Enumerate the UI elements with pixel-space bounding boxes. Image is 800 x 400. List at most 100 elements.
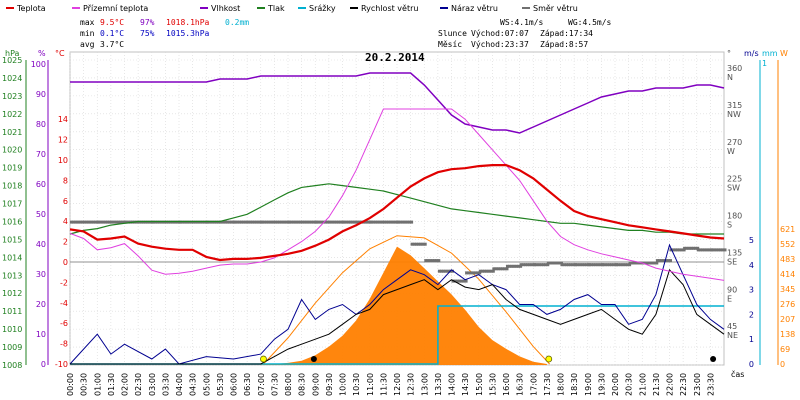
series-direction-point — [230, 220, 234, 224]
temperature-tick-label: -10 — [55, 360, 68, 369]
series-gust — [69, 243, 725, 365]
series-direction-point — [235, 220, 239, 224]
pressure-tick-label: 1022 — [2, 110, 22, 119]
series-direction-point — [630, 261, 634, 265]
series-direction-point — [437, 259, 441, 263]
series-direction-point — [371, 220, 375, 224]
series-direction-point — [666, 259, 670, 263]
direction-compass-label: SW — [727, 184, 740, 193]
series-direction-point — [298, 220, 302, 224]
temperature-tick-label: -4 — [60, 299, 68, 308]
series-direction-point — [512, 264, 516, 268]
series-direction-point — [594, 263, 598, 267]
series-direction-point — [537, 263, 541, 267]
series-direction-point — [508, 264, 512, 268]
temperature-tick-label: 0 — [63, 258, 68, 267]
solar-tick-label: 552 — [780, 240, 795, 249]
series-direction-point — [315, 220, 319, 224]
legend-label: Tlak — [267, 4, 285, 13]
series-direction-point — [455, 279, 459, 283]
x-tick-label: 20:00 — [611, 373, 620, 396]
legend-label: Srážky — [309, 4, 336, 13]
series-direction-point — [723, 248, 727, 252]
stats-min-humidity: 75% — [140, 29, 155, 38]
x-tick-label: 02:00 — [121, 373, 130, 396]
direction-tick-label: 270 — [727, 138, 742, 147]
pressure-tick-label: 1016 — [2, 217, 22, 226]
series-direction-point — [628, 261, 632, 265]
stats-max-humidity: 97% — [140, 18, 155, 27]
stats-min-pressure: 1015.3hPa — [166, 29, 210, 38]
series-direction-point — [487, 269, 491, 273]
series-direction-point — [397, 220, 400, 224]
x-tick-label: 22:00 — [666, 373, 675, 396]
series-direction-point — [324, 220, 327, 224]
series-direction-point — [334, 220, 338, 224]
x-tick-label: 23:00 — [693, 373, 702, 396]
series-direction-point — [393, 220, 397, 224]
series-direction-point — [312, 220, 315, 224]
series-direction-point — [533, 263, 537, 267]
humidity-unit: % — [38, 49, 46, 58]
series-direction-point — [648, 261, 652, 265]
series-direction-point — [585, 263, 588, 267]
rain-unit: mm — [762, 49, 778, 58]
series-direction-point — [519, 264, 523, 268]
series-direction-point — [410, 242, 414, 246]
series-direction-point — [642, 261, 646, 265]
series-direction-point — [351, 220, 355, 224]
temperature-tick-label: 14 — [58, 115, 68, 124]
series-direction-point — [321, 220, 325, 224]
series-direction-point — [99, 220, 103, 224]
x-tick-label: 17:00 — [529, 373, 538, 396]
series-direction-point — [569, 263, 573, 267]
direction-compass-label: S — [727, 221, 732, 230]
temperature-tick-label: 2 — [63, 238, 68, 247]
solar-tick-label: 483 — [780, 255, 795, 264]
series-direction-point — [628, 263, 632, 267]
series-direction-point — [464, 279, 468, 283]
series-direction-point — [696, 248, 700, 252]
series-direction-point — [653, 261, 657, 265]
direction-tick-label: 45 — [727, 322, 737, 331]
humidity-tick-label: 70 — [36, 150, 46, 159]
series-direction-point — [374, 220, 378, 224]
series-direction-point — [83, 220, 87, 224]
series-direction-point — [669, 259, 672, 263]
temperature-tick-label: -2 — [60, 278, 68, 287]
wind-tick-label: 5 — [749, 236, 754, 245]
stats-min-label: min — [80, 29, 95, 38]
humidity-tick-label: 10 — [36, 330, 46, 339]
series-direction-point — [521, 263, 525, 267]
temperature-tick-label: 4 — [63, 217, 68, 226]
series-direction-point — [605, 263, 609, 267]
series-direction-point — [260, 220, 264, 224]
series-direction-point — [460, 279, 464, 283]
moonrise-marker — [710, 356, 717, 362]
series-direction-point — [714, 248, 718, 252]
series-direction-point — [421, 242, 425, 246]
wind-speed-info: WS:4.1m/s — [500, 18, 544, 27]
series-direction-point — [669, 248, 673, 252]
series-direction-point — [453, 279, 457, 283]
stats-max-temp: 9.5°C — [100, 18, 124, 27]
series-direction-point — [516, 264, 520, 268]
moon-rise: Východ:23:37 — [471, 40, 529, 49]
series-direction-point — [233, 220, 237, 224]
series-direction-point — [557, 261, 561, 265]
x-tick-label: 05:00 — [202, 373, 211, 396]
series-direction-point — [646, 261, 650, 265]
series-direction-point — [433, 259, 436, 263]
series-direction-point — [225, 220, 229, 224]
pressure-tick-label: 1023 — [2, 92, 22, 101]
series-solar — [260, 246, 547, 365]
series-direction-point — [305, 220, 309, 224]
series-direction-point — [510, 264, 514, 268]
series-direction-point — [228, 220, 232, 224]
series-direction-point — [435, 259, 439, 263]
x-tick-label: 04:30 — [189, 373, 198, 396]
series-direction-point — [719, 248, 723, 252]
series-direction-point — [419, 242, 423, 246]
pressure-tick-label: 1014 — [2, 253, 22, 262]
solar-tick-label: 207 — [780, 315, 795, 324]
